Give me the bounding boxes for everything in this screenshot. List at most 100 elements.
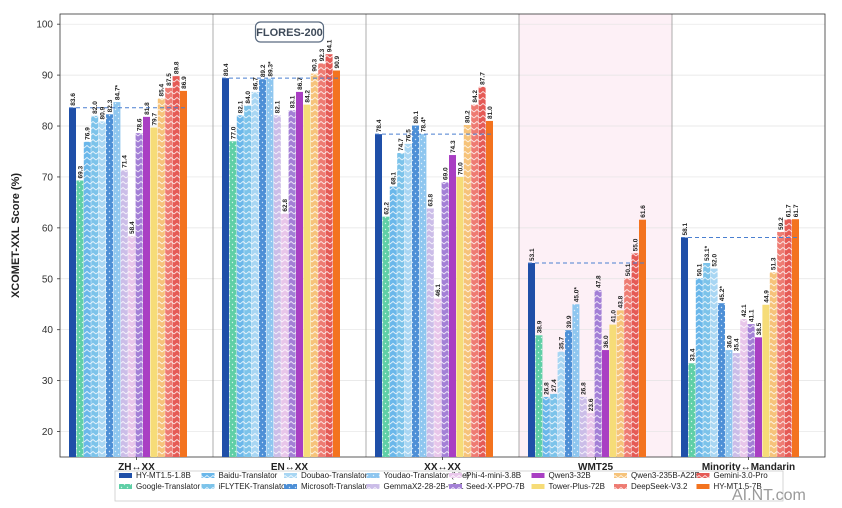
y-tick-label: 60 bbox=[42, 223, 54, 234]
y-tick-label: 100 bbox=[36, 20, 53, 31]
value-label: 81.8 bbox=[144, 102, 151, 115]
legend-swatch bbox=[531, 484, 545, 489]
bar-DeepSeek-V3.2-Minority↔Mandarin bbox=[777, 231, 785, 457]
bar-DeepSeek-V3.2-EN↔XX bbox=[318, 63, 326, 457]
value-label: 86.7 bbox=[253, 77, 260, 90]
bar-HY-MT1.5-7B-EN↔XX bbox=[333, 70, 340, 457]
value-label: 39.9 bbox=[566, 315, 573, 328]
value-label: 69.3 bbox=[77, 165, 84, 178]
bar-Qwen3-32B-XX↔XX bbox=[449, 155, 456, 457]
value-label: 61.6 bbox=[640, 205, 647, 218]
annotation-box: FLORES-200 bbox=[254, 21, 325, 43]
value-label: 82.3 bbox=[107, 99, 114, 112]
bar-Tower-Plus-72B-EN↔XX bbox=[303, 104, 311, 457]
bar-Youdao-Translator (Lite)-WMT25 bbox=[572, 304, 580, 457]
bar-Gemini-3.0-Pro-ZH↔XX bbox=[172, 76, 180, 458]
legend-entry: DeepSeek-V3.2 bbox=[631, 482, 688, 491]
legend-entry: Microsoft-Translator bbox=[301, 482, 372, 491]
legend-swatch bbox=[201, 484, 215, 489]
bar-Baidu-Translator-EN↔XX bbox=[236, 115, 244, 457]
value-label: 53.1* bbox=[704, 245, 711, 261]
bar-Phi-4-mini-3.8B-ZH↔XX bbox=[128, 236, 136, 457]
value-label: 62.2 bbox=[383, 202, 390, 215]
bar-iFLYTEK-Translator-WMT25 bbox=[550, 393, 558, 457]
bar-Baidu-Translator-WMT25 bbox=[542, 396, 550, 457]
value-label: 89.3* bbox=[267, 61, 274, 77]
bar-Doubao-Translator-Minority↔Mandarin bbox=[710, 268, 718, 457]
legend-swatch bbox=[201, 473, 215, 478]
value-label: 87.7 bbox=[480, 72, 487, 85]
value-label: 62.8 bbox=[282, 199, 289, 212]
bar-Google-Translator-ZH↔XX bbox=[76, 180, 84, 457]
bar-HY-MT1.5-1.8B-WMT25 bbox=[528, 262, 535, 457]
value-label: 89.4 bbox=[223, 63, 230, 76]
value-label: 89.2 bbox=[260, 64, 267, 77]
value-label: 74.3 bbox=[450, 140, 457, 153]
legend-swatch bbox=[119, 484, 132, 489]
x-tick-label: Minority↔Mandarin bbox=[702, 462, 795, 473]
value-label: 23.6 bbox=[588, 398, 595, 411]
y-tick-label: 30 bbox=[42, 376, 54, 387]
value-label: 45.2* bbox=[719, 286, 726, 302]
bar-Gemini-3.0-Pro-XX↔XX bbox=[478, 86, 486, 457]
bar-GemmaX2-28-2B-v0.1-ZH↔XX bbox=[120, 169, 128, 458]
value-label: 42.1 bbox=[741, 304, 748, 317]
bar-Phi-4-mini-3.8B-WMT25 bbox=[587, 413, 595, 457]
bar-Google-Translator-Minority↔Mandarin bbox=[688, 363, 696, 457]
bar-HY-MT1.5-7B-ZH↔XX bbox=[180, 90, 187, 458]
value-label: 78.6 bbox=[137, 118, 144, 131]
bar-Gemini-3.0-Pro-WMT25 bbox=[631, 253, 639, 457]
value-label: 87.5 bbox=[166, 73, 173, 86]
bar-Youdao-Translator (Lite)-ZH↔XX bbox=[113, 102, 121, 457]
legend-entry: GemmaX2-28-2B-v0.1 bbox=[384, 482, 465, 491]
legend-swatch bbox=[614, 484, 627, 489]
value-label: 35.7 bbox=[559, 337, 566, 350]
bar-Gemini-3.0-Pro-EN↔XX bbox=[325, 54, 333, 457]
value-label: 90.9 bbox=[334, 55, 341, 68]
value-label: 74.7 bbox=[398, 138, 405, 151]
value-label: 86.7 bbox=[297, 77, 304, 90]
value-label: 26.8 bbox=[544, 382, 551, 395]
value-label: 89.8 bbox=[174, 61, 181, 74]
value-label: 84.2 bbox=[472, 90, 479, 103]
value-label: 79.7 bbox=[151, 113, 158, 126]
x-tick-label: XX↔XX bbox=[424, 462, 461, 473]
legend-entry: Seed-X-PPO-7B bbox=[466, 482, 525, 491]
value-label: 38.9 bbox=[536, 320, 543, 333]
bar-Qwen3-235B-A22B-Minority↔Mandarin bbox=[769, 272, 777, 457]
bar-HY-MT1.5-1.8B-ZH↔XX bbox=[69, 107, 76, 457]
value-label: 83.6 bbox=[70, 93, 77, 106]
value-label: 78.4* bbox=[420, 117, 427, 133]
bar-Qwen3-235B-A22B-XX↔XX bbox=[463, 125, 471, 457]
value-label: 51.3 bbox=[771, 257, 778, 270]
legend-entry: Qwen3-32B bbox=[549, 471, 591, 480]
value-label: 71.4 bbox=[122, 155, 129, 168]
x-axis: ZH↔XX EN↔XX XX↔XX WMT25 Minority↔Mandarin bbox=[118, 457, 795, 473]
bar-GemmaX2-28-2B-v0.1-XX↔XX bbox=[426, 208, 434, 457]
value-label: 90.3 bbox=[312, 59, 319, 72]
bar-GemmaX2-28-2B-v0.1-Minority↔Mandarin bbox=[732, 353, 740, 457]
y-tick-label: 50 bbox=[42, 274, 54, 285]
bar-Doubao-Translator-XX↔XX bbox=[404, 143, 412, 457]
bar-Baidu-Translator-XX↔XX bbox=[389, 186, 397, 457]
legend-entry: Youdao-Translator (Lite) bbox=[384, 471, 470, 480]
bar-Qwen3-32B-Minority↔Mandarin bbox=[755, 337, 762, 457]
legend-swatch bbox=[696, 473, 710, 478]
value-label: 41.0 bbox=[610, 310, 617, 323]
value-label: 46.1 bbox=[435, 284, 442, 297]
value-label: 94.1 bbox=[327, 39, 334, 52]
value-label: 92.3 bbox=[319, 48, 326, 61]
bar-DeepSeek-V3.2-XX↔XX bbox=[471, 104, 479, 457]
value-label: 81.0 bbox=[487, 106, 494, 119]
y-axis-label: XCOMET-XXL Score (%) bbox=[10, 173, 22, 298]
bar-Tower-Plus-72B-Minority↔Mandarin bbox=[762, 304, 770, 457]
bar-Doubao-Translator-EN↔XX bbox=[251, 91, 259, 458]
y-tick-label: 80 bbox=[42, 122, 54, 133]
bar-iFLYTEK-Translator-XX↔XX bbox=[397, 153, 405, 457]
y-tick-label: 90 bbox=[42, 71, 54, 82]
bar-Phi-4-mini-3.8B-EN↔XX bbox=[281, 213, 289, 457]
bar-Microsoft-Translator-XX↔XX bbox=[412, 125, 419, 457]
value-label: 58.4 bbox=[129, 221, 136, 234]
legend-entry: Tower-Plus-72B bbox=[549, 482, 605, 491]
